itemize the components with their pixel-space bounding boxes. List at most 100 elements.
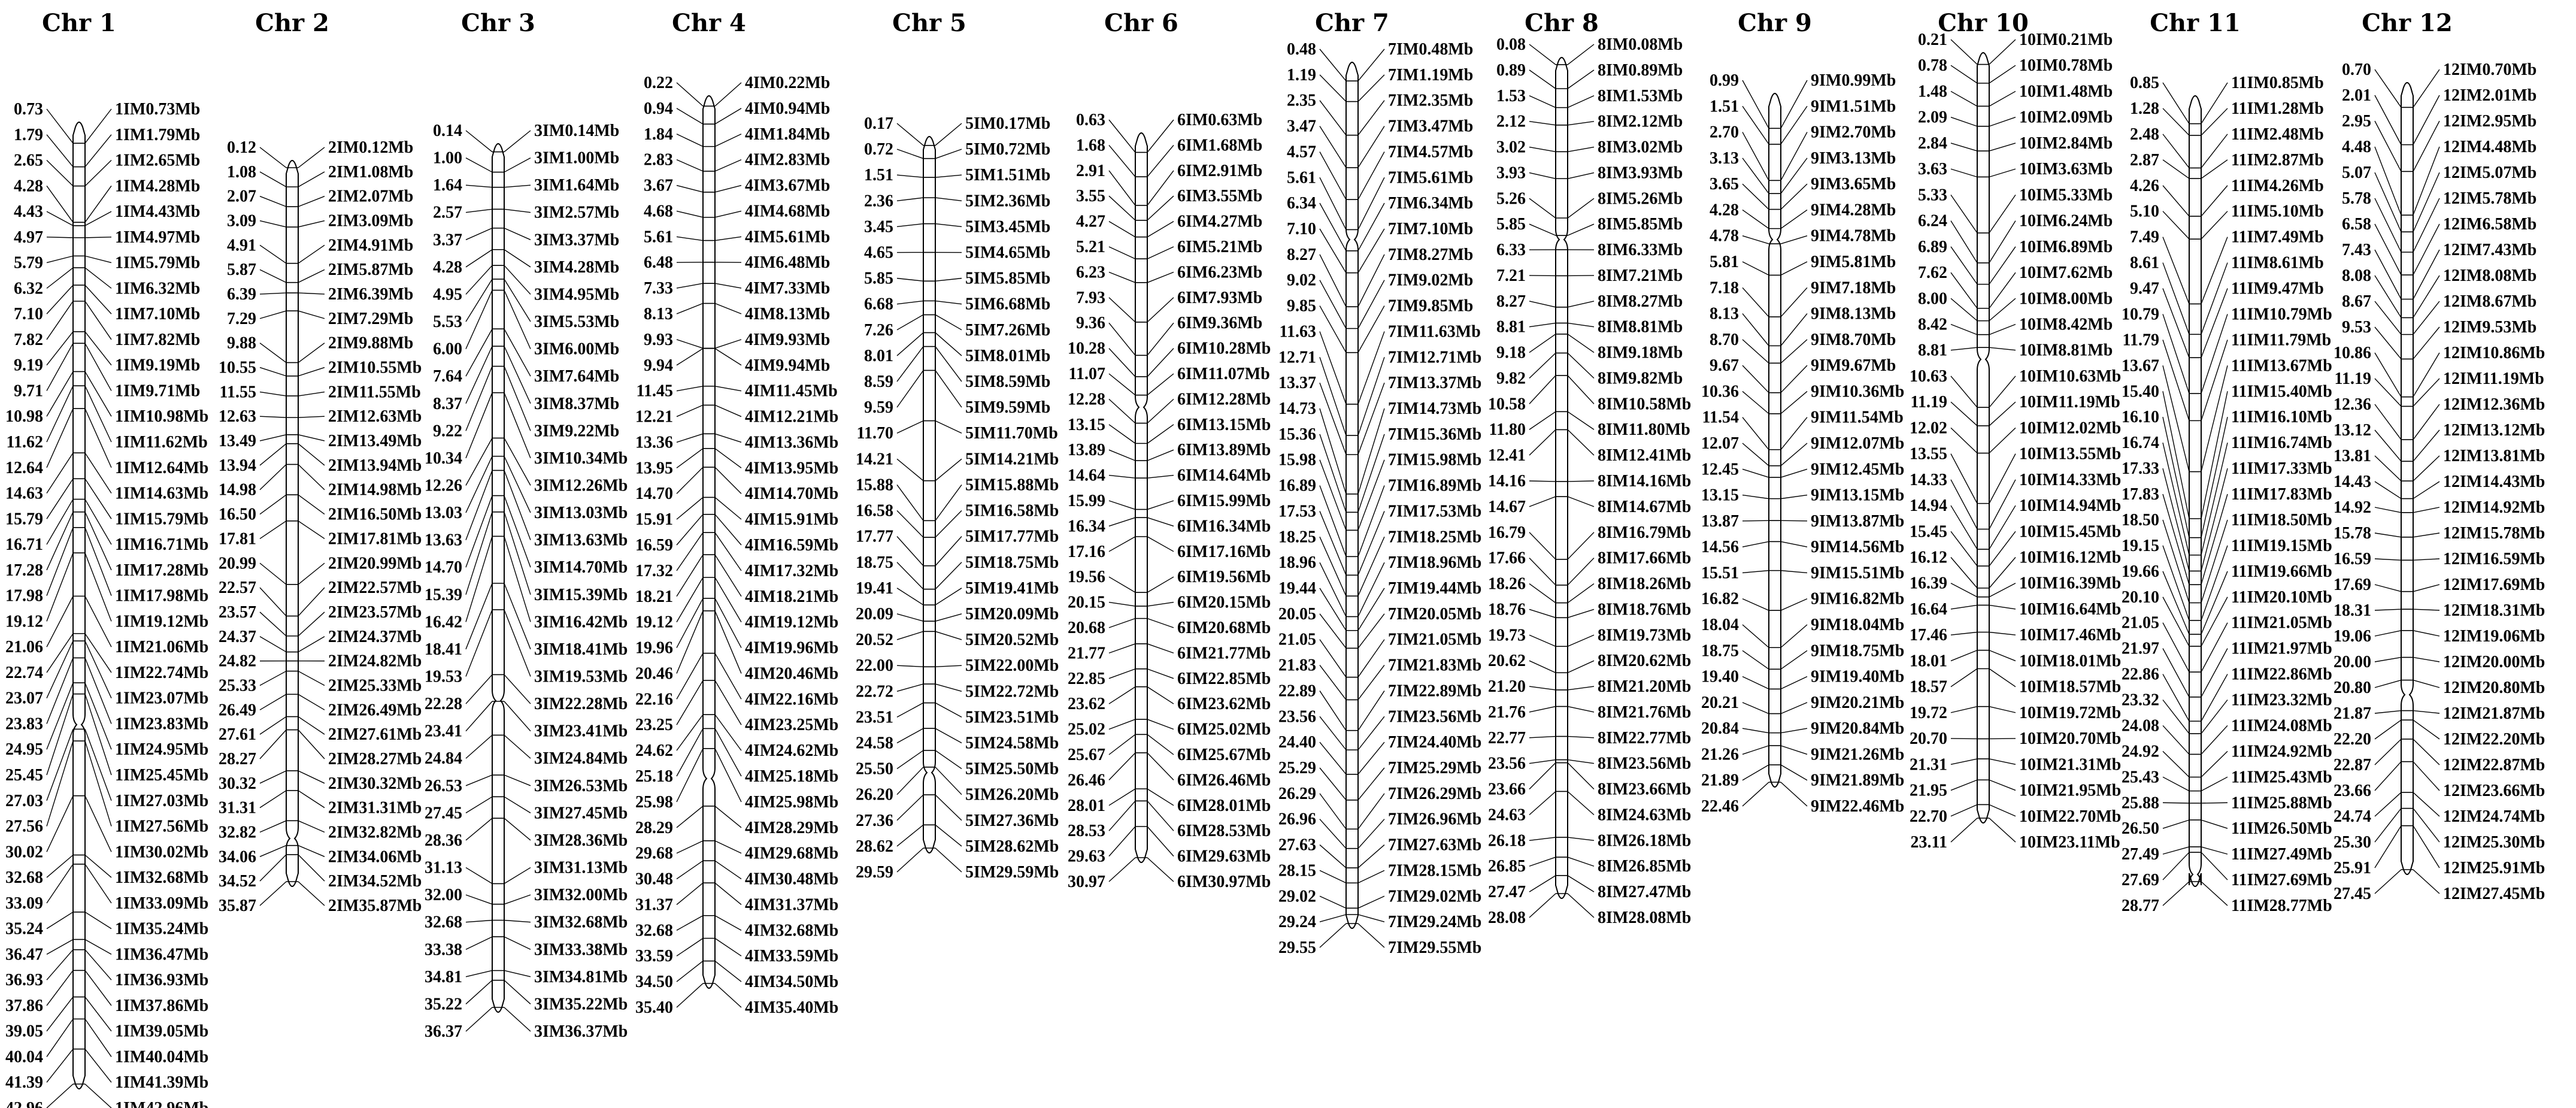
marker-connector xyxy=(1780,209,1808,229)
marker-connector xyxy=(1357,459,1385,531)
position-label: 20.09 xyxy=(856,605,893,623)
position-connector xyxy=(1950,650,1978,662)
position-connector xyxy=(2374,507,2402,513)
marker-connector xyxy=(2201,700,2228,734)
position-connector xyxy=(1742,105,1769,145)
position-connector xyxy=(46,596,74,647)
marker-connector xyxy=(1147,195,1174,221)
chromosome-title: Chr 6 xyxy=(1104,9,1178,37)
chromosome-title: Chr 3 xyxy=(461,9,535,37)
position-label: 0.22 xyxy=(644,74,673,92)
position-connector xyxy=(676,134,704,147)
position-label: 18.01 xyxy=(1910,652,1947,670)
position-label: 2.87 xyxy=(2130,151,2159,169)
marker-label: 8IM20.62Mb xyxy=(1598,652,1691,670)
marker-label: 9IM8.70Mb xyxy=(1811,331,1896,349)
position-label: 13.03 xyxy=(425,504,462,522)
position-label: 28.62 xyxy=(856,837,893,856)
marker-label: 10IM2.84Mb xyxy=(2019,134,2113,153)
marker-connector xyxy=(1989,90,2016,107)
position-connector xyxy=(1319,254,1347,307)
position-label: 40.04 xyxy=(5,1048,43,1066)
marker-label: 5IM7.26Mb xyxy=(965,321,1050,340)
marker-label: 10IM11.19Mb xyxy=(2019,393,2120,411)
position-label: 30.97 xyxy=(1068,873,1105,891)
position-connector xyxy=(2374,326,2402,359)
position-label: 12.41 xyxy=(1488,446,1526,465)
position-label: 7.26 xyxy=(864,321,893,340)
marker-label: 12IM13.81Mb xyxy=(2443,447,2545,465)
marker-connector xyxy=(714,184,742,193)
position-label: 4.27 xyxy=(1076,213,1105,231)
marker-connector xyxy=(1567,480,1595,482)
position-label: 21.06 xyxy=(5,638,43,656)
marker-connector xyxy=(935,665,962,668)
marker-label: 6IM25.02Mb xyxy=(1177,720,1271,739)
marker-label: 11IM28.77Mb xyxy=(2231,897,2332,915)
marker-connector xyxy=(1780,745,1808,755)
marker-label: 7IM0.48Mb xyxy=(1388,40,1473,59)
marker-connector xyxy=(84,408,112,468)
position-label: 0.21 xyxy=(1918,31,1947,49)
marker-label: 4IM6.48Mb xyxy=(745,253,830,272)
position-label: 12.45 xyxy=(1701,460,1739,479)
position-label: 1.84 xyxy=(644,125,673,144)
marker-label: 1IM32.68Mb xyxy=(115,868,208,887)
position-label: 7.29 xyxy=(227,310,256,328)
position-label: 12.21 xyxy=(635,408,673,426)
marker-label: 7IM29.02Mb xyxy=(1388,887,1481,906)
position-label: 28.29 xyxy=(635,819,673,837)
marker-label: 11IM2.48Mb xyxy=(2231,125,2324,144)
position-label: 8.61 xyxy=(2130,254,2159,273)
marker-connector xyxy=(1989,479,2016,529)
position-connector xyxy=(1319,793,1347,830)
marker-label: 8IM14.67Mb xyxy=(1598,498,1691,516)
marker-label: 5IM4.65Mb xyxy=(965,244,1050,262)
position-connector xyxy=(259,367,287,377)
marker-label: 5IM20.52Mb xyxy=(965,631,1059,649)
marker-label: 2IM17.81Mb xyxy=(328,529,422,548)
position-label: 25.88 xyxy=(2122,794,2159,812)
marker-label: 1IM39.05Mb xyxy=(115,1022,208,1041)
marker-connector xyxy=(714,860,742,880)
position-label: 20.52 xyxy=(856,631,893,649)
position-label: 20.68 xyxy=(1068,619,1105,637)
marker-label: 2IM20.99Mb xyxy=(328,554,422,573)
marker-connector xyxy=(935,767,962,795)
position-label: 24.84 xyxy=(425,749,462,768)
position-connector xyxy=(1319,74,1347,102)
position-connector xyxy=(2374,172,2402,232)
position-label: 21.26 xyxy=(1701,745,1739,764)
position-connector xyxy=(2374,719,2402,740)
position-label: 11.07 xyxy=(1069,365,1105,383)
marker-connector xyxy=(935,277,962,281)
marker-label: 8IM9.18Mb xyxy=(1598,344,1683,362)
position-connector xyxy=(1319,228,1347,273)
position-label: 24.58 xyxy=(856,734,893,752)
marker-label: 2IM28.27Mb xyxy=(328,750,422,768)
position-label: 29.68 xyxy=(635,844,673,863)
position-label: 9.47 xyxy=(2130,280,2159,298)
marker-label: 2IM34.06Mb xyxy=(328,847,422,866)
position-label: 34.52 xyxy=(219,872,256,891)
marker-connector xyxy=(1357,280,1385,329)
marker-label: 6IM21.77Mb xyxy=(1177,644,1271,662)
position-connector xyxy=(2162,819,2190,829)
marker-label: 5IM22.00Mb xyxy=(965,656,1059,675)
position-connector xyxy=(676,448,704,468)
marker-connector xyxy=(2201,237,2228,304)
marker-label: 9IM13.15Mb xyxy=(1811,486,1904,505)
position-label: 4.97 xyxy=(14,228,43,247)
position-connector xyxy=(1108,752,1136,780)
position-label: 32.68 xyxy=(635,921,673,940)
marker-connector xyxy=(2413,808,2440,843)
marker-connector xyxy=(1567,706,1595,713)
marker-label: 1IM4.43Mb xyxy=(115,202,200,221)
marker-connector xyxy=(1989,557,2016,589)
position-connector xyxy=(676,610,704,674)
position-connector xyxy=(2162,340,2190,421)
marker-label: 4IM19.96Mb xyxy=(745,639,838,658)
marker-label: 10IM2.09Mb xyxy=(2019,108,2113,127)
marker-label: 4IM20.46Mb xyxy=(745,664,838,683)
